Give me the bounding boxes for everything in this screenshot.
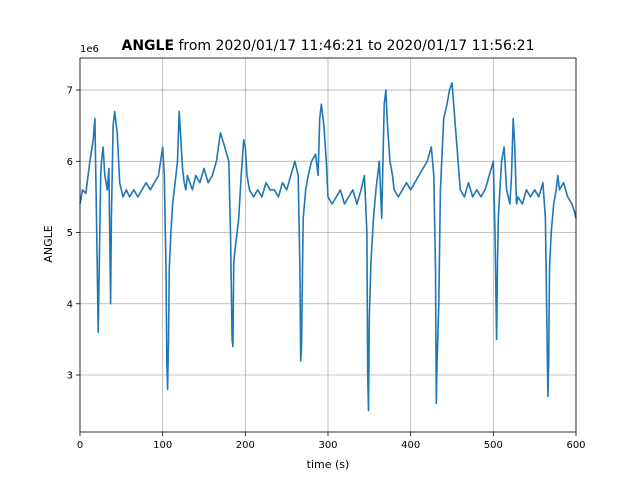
- axes-frame: [79, 57, 577, 433]
- y-axis-label: ANGLE: [42, 225, 55, 262]
- y-tick-label: 7: [67, 86, 73, 97]
- series-line-0: [79, 82, 577, 412]
- y-tick-label: 5: [67, 228, 73, 239]
- chart-title: ANGLE from 2020/01/17 11:46:21 to 2020/0…: [121, 38, 534, 54]
- x-tick-label: 200: [236, 440, 255, 451]
- chart-title-rest: from 2020/01/17 11:46:21 to 2020/01/17 1…: [174, 38, 534, 54]
- plot-area: [79, 82, 577, 412]
- grid-lines: [79, 58, 577, 432]
- y-tick-label: 4: [67, 299, 73, 310]
- chart-title-bold: ANGLE: [121, 38, 174, 54]
- x-tick-label: 400: [401, 440, 420, 451]
- x-tick-label: 300: [318, 440, 337, 451]
- y-tick-label: 6: [67, 157, 73, 168]
- x-tick-label: 100: [153, 440, 172, 451]
- x-tick-label: 500: [484, 440, 503, 451]
- x-axis-label: time (s): [307, 458, 350, 471]
- x-tick-label: 600: [566, 440, 585, 451]
- axes: 0 100 200 300 400 500 600 3 4 5 6 7: [67, 57, 586, 451]
- x-tick-label: 0: [77, 440, 83, 451]
- y-tick-label: 3: [67, 371, 73, 382]
- y-offset-text: 1e6: [80, 44, 99, 55]
